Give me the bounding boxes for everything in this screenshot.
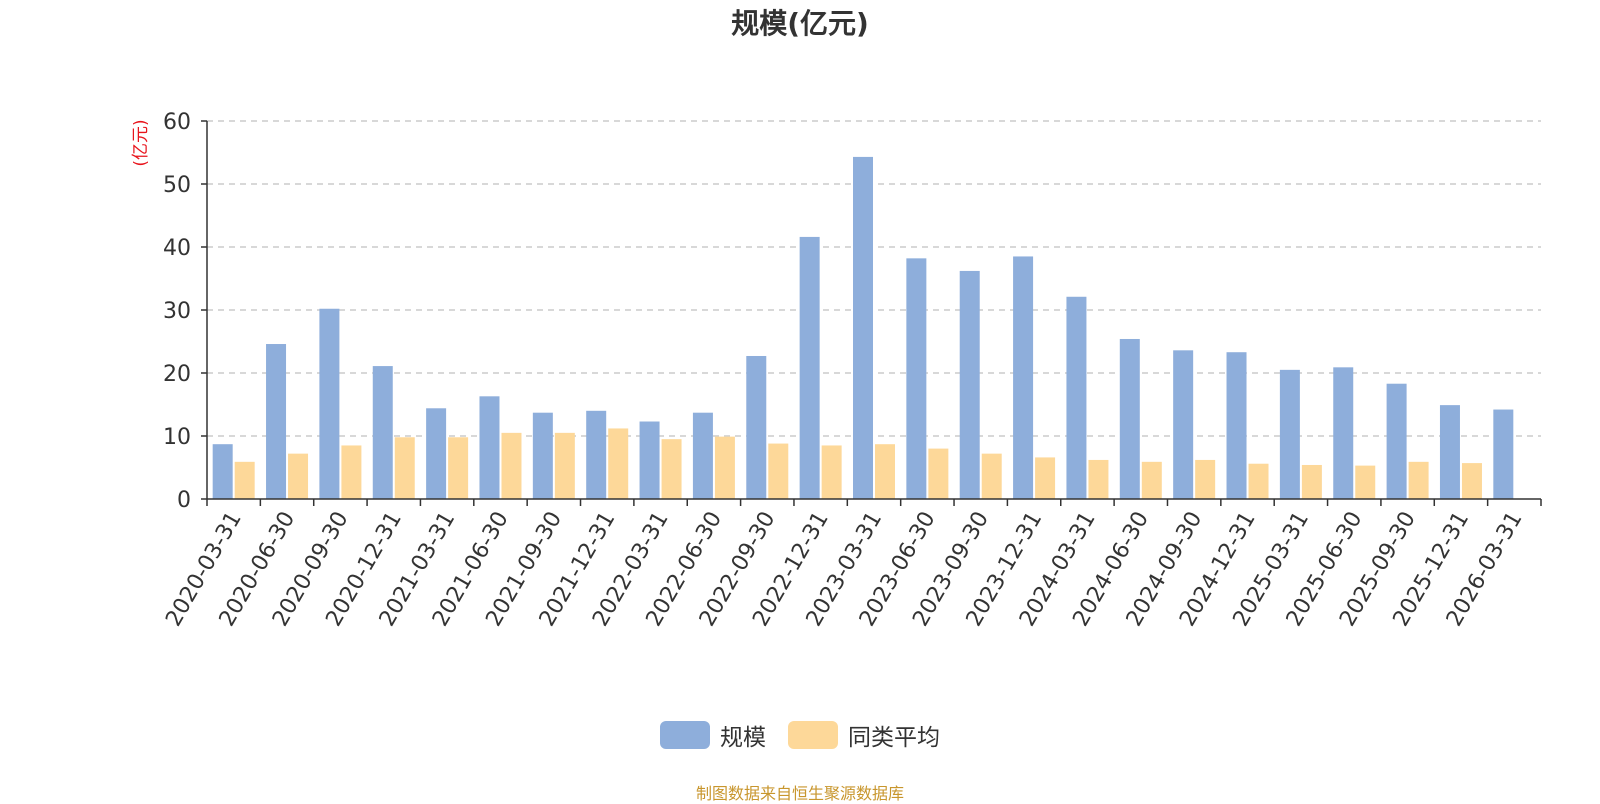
- bar-peer-average: [394, 437, 415, 499]
- bar-scale: [1386, 383, 1407, 499]
- bar-scale: [372, 366, 393, 499]
- legend: 规模 同类平均: [0, 718, 1600, 752]
- bar-scale: [1439, 405, 1460, 499]
- bar-scale: [532, 412, 553, 499]
- legend-swatch-scale: [660, 721, 710, 749]
- bar-peer-average: [1461, 463, 1482, 499]
- legend-label-scale: 规模: [720, 725, 766, 751]
- y-tick-label: 40: [163, 236, 191, 261]
- y-tick-label: 20: [163, 362, 191, 387]
- bar-peer-average: [608, 428, 629, 499]
- chart-title: 规模(亿元): [731, 7, 869, 40]
- bar-peer-average: [661, 439, 682, 499]
- bar-scale: [1066, 296, 1087, 499]
- bar-peer-average: [1195, 459, 1216, 499]
- bar-scale: [1013, 256, 1034, 499]
- bar-peer-average: [1035, 457, 1056, 499]
- bar-scale: [266, 344, 287, 499]
- bar-scale: [1333, 367, 1354, 499]
- bar-peer-average: [1088, 459, 1109, 499]
- bar-peer-average: [875, 444, 895, 499]
- y-tick-label: 60: [163, 110, 191, 135]
- legend-label-peer-average: 同类平均: [848, 725, 940, 751]
- bar-scale: [639, 421, 660, 499]
- bar-scale: [426, 408, 447, 499]
- bar-scale: [853, 156, 873, 499]
- bar-scale: [1173, 350, 1194, 499]
- y-tick-label: 0: [177, 488, 191, 513]
- bar-scale: [319, 308, 340, 499]
- bar-peer-average: [768, 443, 789, 499]
- bar-scale: [799, 236, 820, 500]
- bar-peer-average: [1141, 461, 1162, 499]
- bar-scale: [1119, 338, 1140, 499]
- bar-peer-average: [821, 445, 842, 499]
- y-axis-unit-label: (亿元): [131, 119, 151, 166]
- bar-peer-average: [341, 445, 362, 499]
- bar-scale: [1493, 409, 1514, 499]
- bar-peer-average: [448, 437, 469, 499]
- bars: [212, 156, 1514, 500]
- legend-item-scale[interactable]: 规模: [660, 718, 766, 752]
- y-tick-label: 50: [163, 173, 191, 198]
- y-tick-label: 10: [163, 425, 191, 450]
- bar-peer-average: [1408, 461, 1429, 499]
- bar-scale: [1226, 352, 1247, 499]
- source-note: 制图数据来自恒生聚源数据库: [695, 784, 904, 803]
- bar-peer-average: [1301, 464, 1322, 499]
- bar-scale: [959, 270, 980, 499]
- bar-peer-average: [501, 432, 522, 499]
- bar-scale: [746, 355, 767, 499]
- bar-peer-average: [928, 448, 949, 499]
- bar-scale: [692, 412, 713, 499]
- legend-swatch-peer-average: [788, 721, 838, 749]
- legend-item-peer-average[interactable]: 同类平均: [788, 718, 940, 752]
- bar-peer-average: [554, 432, 575, 499]
- bar-scale: [479, 396, 500, 499]
- bar-scale: [1279, 369, 1300, 499]
- bar-scale: [906, 258, 927, 499]
- bar-peer-average: [1355, 465, 1376, 499]
- bar-peer-average: [714, 436, 735, 499]
- bar-peer-average: [288, 453, 309, 499]
- bar-peer-average: [981, 453, 1002, 499]
- bar-peer-average: [1248, 463, 1269, 499]
- bar-scale: [586, 410, 607, 499]
- y-tick-label: 30: [163, 299, 191, 324]
- bar-peer-average: [234, 461, 255, 499]
- bar-scale: [212, 444, 233, 499]
